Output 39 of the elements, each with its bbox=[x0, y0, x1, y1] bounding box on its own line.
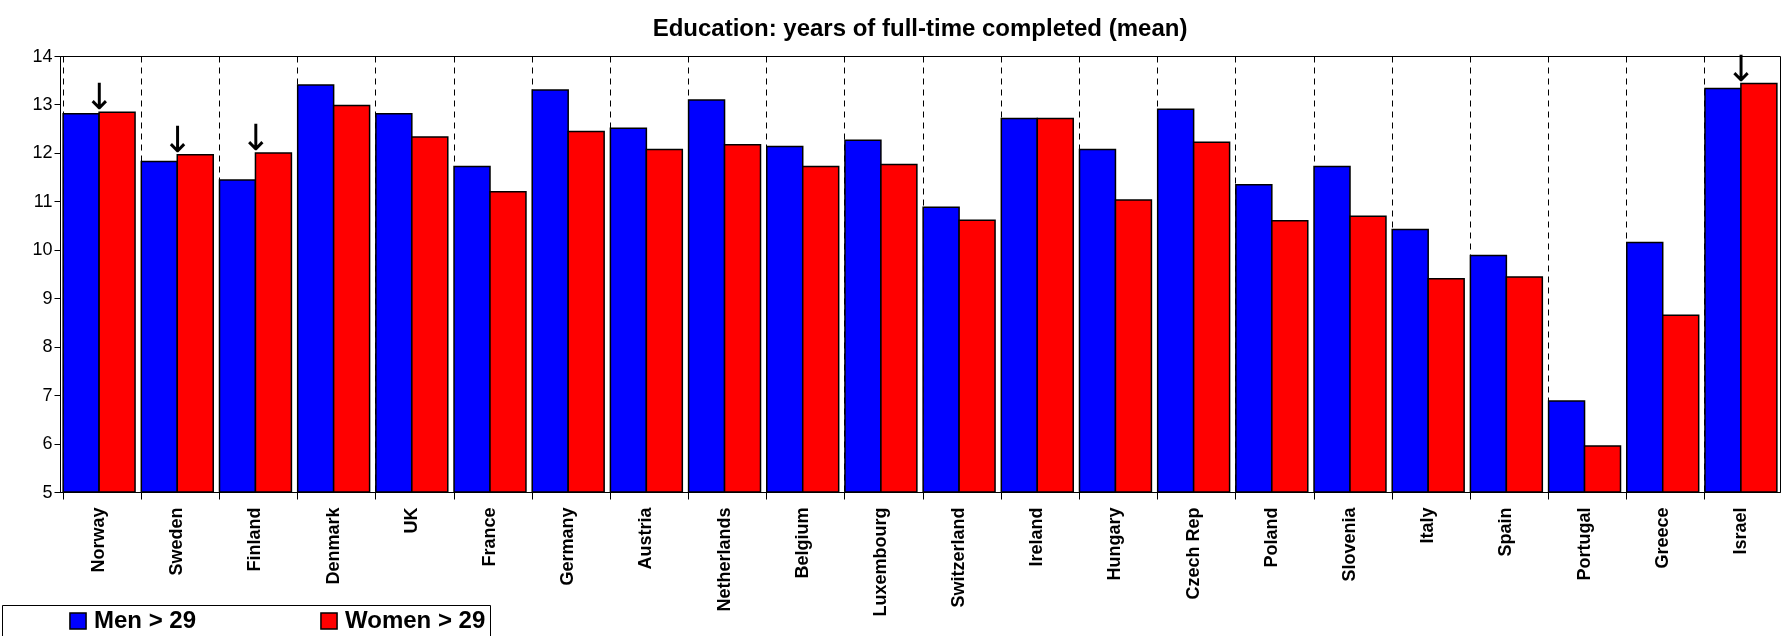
x-tick-label: Finland bbox=[244, 507, 265, 572]
x-tick-label: Czech Rep bbox=[1182, 507, 1203, 600]
y-tick-label: 10 bbox=[32, 239, 53, 260]
y-tick-label: 14 bbox=[32, 45, 53, 66]
x-tick-label: UK bbox=[400, 507, 421, 534]
annotation: ↓ bbox=[1725, 47, 1756, 89]
x-tick-label: Denmark bbox=[322, 506, 343, 585]
x-tick-label: Hungary bbox=[1104, 507, 1125, 581]
x-tick-label: Italy bbox=[1417, 507, 1438, 544]
y-tick-label: 13 bbox=[32, 93, 53, 114]
y-tick-label: 8 bbox=[42, 336, 53, 357]
x-tick-label: Greece bbox=[1651, 507, 1672, 569]
x-tick-label: Belgium bbox=[791, 507, 812, 579]
x-tick-label: France bbox=[479, 507, 499, 567]
x-tick-label: Norway bbox=[88, 507, 109, 573]
x-tick-label: Switzerland bbox=[948, 507, 969, 608]
x-tick-label: Slovenia bbox=[1339, 506, 1359, 582]
annotation: ↓ bbox=[240, 116, 271, 158]
x-tick-label: Spain bbox=[1495, 507, 1516, 557]
x-tick-label: Sweden bbox=[166, 507, 187, 576]
x-tick-label: Netherlands bbox=[713, 507, 734, 612]
annotation: ↓ bbox=[162, 118, 193, 160]
annotation: ↓ bbox=[84, 76, 115, 118]
x-tick-label: Israel bbox=[1729, 507, 1750, 555]
y-tick-label: 6 bbox=[42, 433, 53, 454]
legend-label: Women > 29 bbox=[345, 606, 486, 633]
y-tick-label: 12 bbox=[32, 142, 53, 163]
y-tick-label: 11 bbox=[33, 190, 53, 211]
x-tick-label: Ireland bbox=[1026, 507, 1047, 567]
legend-label: Men > 29 bbox=[94, 606, 197, 633]
y-tick-label: 7 bbox=[42, 384, 53, 405]
x-tick-label: Luxembourg bbox=[869, 507, 890, 617]
y-tick-label: 5 bbox=[42, 481, 53, 502]
chart-title: Education: years of full-time completed (mean) bbox=[652, 14, 1188, 41]
y-tick-label: 9 bbox=[42, 287, 53, 308]
x-tick-label: Germany bbox=[557, 507, 578, 586]
x-tick-label: Poland bbox=[1260, 507, 1281, 568]
x-tick-label: Portugal bbox=[1573, 507, 1594, 581]
x-tick-label: Austria bbox=[635, 506, 656, 570]
